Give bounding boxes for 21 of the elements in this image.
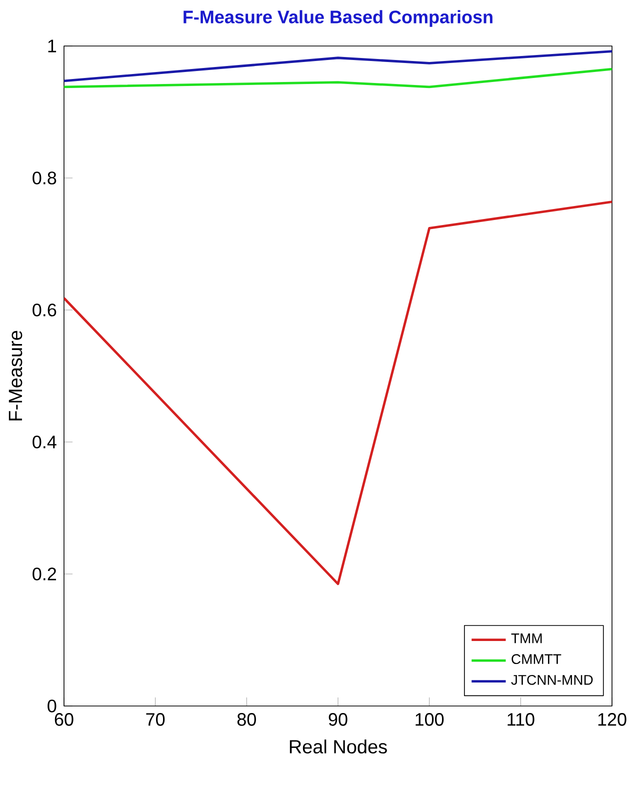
- x-tick-label: 120: [598, 713, 626, 726]
- y-tick-label: 0.8: [32, 172, 56, 184]
- y-tick-label: 0.2: [32, 568, 56, 580]
- y-tick-label: 0: [48, 700, 56, 712]
- y-tick-label: 0.4: [32, 436, 56, 448]
- line-series: [64, 200, 612, 586]
- x-tick-label: 110: [508, 713, 534, 726]
- x-tick-label: 70: [146, 713, 165, 726]
- x-tick-label: 100: [416, 713, 444, 726]
- y-tick-label: 0.6: [32, 304, 56, 316]
- legend-label: CMMTT: [512, 654, 562, 664]
- chart-title: F-Measure Value Based Compariosn: [184, 10, 492, 27]
- y-tick-label: 1: [48, 40, 56, 52]
- x-axis-title: Real Nodes: [290, 740, 387, 754]
- legend-label: TMM: [511, 634, 542, 644]
- x-tick-label: 60: [54, 713, 74, 726]
- x-tick-label: 90: [328, 713, 348, 726]
- legend-label: JTCNN-MND: [511, 674, 593, 685]
- x-tick-label: 80: [237, 713, 256, 726]
- line-series: [64, 50, 612, 82]
- y-axis-title: F-Measure: [8, 330, 22, 420]
